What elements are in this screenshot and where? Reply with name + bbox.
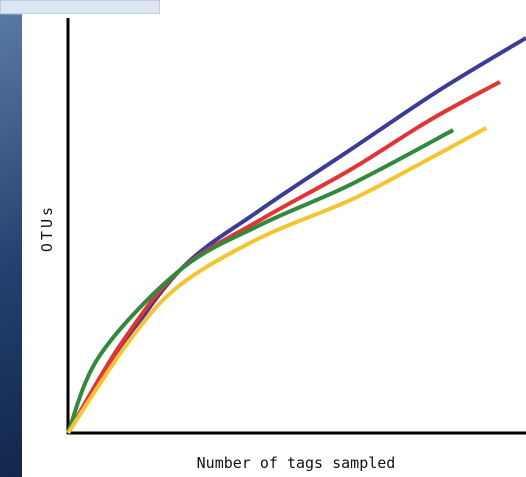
series-line — [66, 128, 455, 434]
series-line — [66, 80, 501, 435]
chart-panel-top — [160, 0, 526, 14]
chart-panel — [22, 14, 526, 477]
header-box — [0, 0, 161, 15]
series-line — [66, 126, 488, 435]
x-axis-label: Number of tags sampled — [197, 454, 396, 472]
y-axis-label: OTUs — [38, 204, 56, 252]
